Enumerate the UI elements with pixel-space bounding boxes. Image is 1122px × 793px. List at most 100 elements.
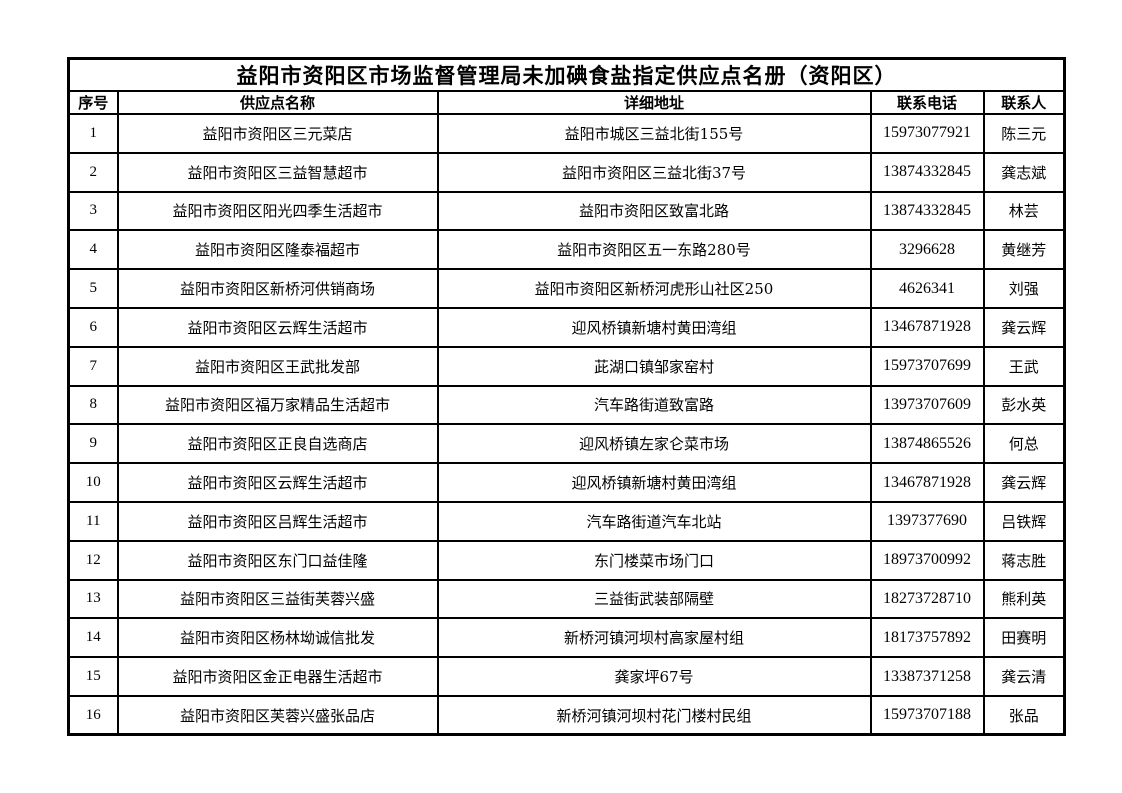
cell-contact: 彭水英 bbox=[982, 384, 1066, 426]
table-row: 7 益阳市资阳区王武批发部 茈湖口镇邹家窑村 15973707699 王武 bbox=[67, 345, 1066, 387]
cell-address: 迎风桥镇左家仑菜市场 bbox=[436, 423, 872, 465]
cell-serial-number: 13 bbox=[67, 578, 119, 620]
column-header: 详细地址 bbox=[436, 90, 872, 115]
table-row: 16 益阳市资阳区芙蓉兴盛张品店 新桥河镇河坝村花门楼村民组 159737071… bbox=[67, 694, 1066, 736]
cell-contact: 林芸 bbox=[982, 190, 1066, 232]
cell-supplier-name: 益阳市资阳区王武批发部 bbox=[116, 345, 439, 387]
cell-phone: 13387371258 bbox=[869, 656, 985, 697]
table-row: 10 益阳市资阳区云辉生活超市 迎风桥镇新塘村黄田湾组 13467871928 … bbox=[67, 462, 1066, 503]
cell-contact: 龚云清 bbox=[982, 656, 1066, 697]
cell-serial-number: 10 bbox=[67, 462, 119, 503]
cell-serial-number: 7 bbox=[67, 345, 119, 387]
cell-serial-number: 2 bbox=[67, 151, 119, 193]
cell-contact: 陈三元 bbox=[982, 113, 1066, 154]
cell-address: 新桥河镇河坝村花门楼村民组 bbox=[436, 694, 872, 736]
cell-supplier-name: 益阳市资阳区云辉生活超市 bbox=[116, 306, 439, 348]
cell-address: 益阳市资阳区致富北路 bbox=[436, 190, 872, 232]
title-row: 益阳市资阳区市场监督管理局未加碘食盐指定供应点名册（资阳区） bbox=[67, 57, 1066, 92]
table-row: 12 益阳市资阳区东门口益佳隆 东门楼菜市场门口 18973700992 蒋志胜 bbox=[67, 539, 1066, 581]
table-row: 4 益阳市资阳区隆泰福超市 益阳市资阳区五一东路280号 3296628 黄继芳 bbox=[67, 229, 1066, 271]
cell-contact: 黄继芳 bbox=[982, 229, 1066, 271]
cell-supplier-name: 益阳市资阳区云辉生活超市 bbox=[116, 462, 439, 503]
column-header-row: 序号 供应点名称 详细地址 联系电话 联系人 bbox=[67, 90, 1066, 115]
cell-contact: 张品 bbox=[982, 694, 1066, 736]
cell-serial-number: 1 bbox=[67, 113, 119, 154]
table-row: 1 益阳市资阳区三元菜店 益阳市城区三益北街155号 15973077921 陈… bbox=[67, 113, 1066, 154]
cell-supplier-name: 益阳市资阳区三益街芙蓉兴盛 bbox=[116, 578, 439, 620]
cell-supplier-name: 益阳市资阳区新桥河供销商场 bbox=[116, 268, 439, 309]
table-row: 5 益阳市资阳区新桥河供销商场 益阳市资阳区新桥河虎形山社区250 462634… bbox=[67, 268, 1066, 309]
cell-supplier-name: 益阳市资阳区正良自选商店 bbox=[116, 423, 439, 465]
cell-phone: 15973077921 bbox=[869, 113, 985, 154]
cell-address: 汽车路街道致富路 bbox=[436, 384, 872, 426]
cell-serial-number: 14 bbox=[67, 617, 119, 659]
cell-supplier-name: 益阳市资阳区杨林坳诚信批发 bbox=[116, 617, 439, 659]
cell-address: 东门楼菜市场门口 bbox=[436, 539, 872, 581]
cell-contact: 何总 bbox=[982, 423, 1066, 465]
cell-serial-number: 6 bbox=[67, 306, 119, 348]
cell-phone: 13467871928 bbox=[869, 462, 985, 503]
cell-address: 迎风桥镇新塘村黄田湾组 bbox=[436, 306, 872, 348]
cell-supplier-name: 益阳市资阳区福万家精品生活超市 bbox=[116, 384, 439, 426]
cell-serial-number: 5 bbox=[67, 268, 119, 309]
cell-phone: 15973707188 bbox=[869, 694, 985, 736]
cell-address: 汽车路街道汽车北站 bbox=[436, 500, 872, 542]
cell-supplier-name: 益阳市资阳区隆泰福超市 bbox=[116, 229, 439, 271]
cell-serial-number: 12 bbox=[67, 539, 119, 581]
cell-contact: 吕铁辉 bbox=[982, 500, 1066, 542]
cell-address: 益阳市资阳区新桥河虎形山社区250 bbox=[436, 268, 872, 309]
table-row: 9 益阳市资阳区正良自选商店 迎风桥镇左家仑菜市场 13874865526 何总 bbox=[67, 423, 1066, 465]
table-row: 8 益阳市资阳区福万家精品生活超市 汽车路街道致富路 13973707609 彭… bbox=[67, 384, 1066, 426]
cell-phone: 18273728710 bbox=[869, 578, 985, 620]
cell-contact: 熊利英 bbox=[982, 578, 1066, 620]
table-row: 2 益阳市资阳区三益智慧超市 益阳市资阳区三益北街37号 13874332845… bbox=[67, 151, 1066, 193]
cell-phone: 4626341 bbox=[869, 268, 985, 309]
cell-supplier-name: 益阳市资阳区芙蓉兴盛张品店 bbox=[116, 694, 439, 736]
cell-phone: 13467871928 bbox=[869, 306, 985, 348]
cell-supplier-name: 益阳市资阳区吕辉生活超市 bbox=[116, 500, 439, 542]
cell-contact: 龚云辉 bbox=[982, 306, 1066, 348]
cell-address: 茈湖口镇邹家窑村 bbox=[436, 345, 872, 387]
table-title: 益阳市资阳区市场监督管理局未加碘食盐指定供应点名册（资阳区） bbox=[67, 57, 1066, 92]
cell-phone: 18973700992 bbox=[869, 539, 985, 581]
cell-supplier-name: 益阳市资阳区三益智慧超市 bbox=[116, 151, 439, 193]
cell-serial-number: 15 bbox=[67, 656, 119, 697]
cell-phone: 3296628 bbox=[869, 229, 985, 271]
table-row: 14 益阳市资阳区杨林坳诚信批发 新桥河镇河坝村高家屋村组 1817375789… bbox=[67, 617, 1066, 659]
cell-serial-number: 9 bbox=[67, 423, 119, 465]
cell-address: 益阳市城区三益北街155号 bbox=[436, 113, 872, 154]
table-row: 3 益阳市资阳区阳光四季生活超市 益阳市资阳区致富北路 13874332845 … bbox=[67, 190, 1066, 232]
salt-supply-register-table: 益阳市资阳区市场监督管理局未加碘食盐指定供应点名册（资阳区） 序号 供应点名称 详细… bbox=[67, 57, 1067, 737]
column-header: 联系电话 bbox=[869, 90, 985, 115]
cell-supplier-name: 益阳市资阳区阳光四季生活超市 bbox=[116, 190, 439, 232]
cell-supplier-name: 益阳市资阳区东门口益佳隆 bbox=[116, 539, 439, 581]
cell-phone: 1397377690 bbox=[869, 500, 985, 542]
cell-contact: 刘强 bbox=[982, 268, 1066, 309]
cell-contact: 田赛明 bbox=[982, 617, 1066, 659]
cell-supplier-name: 益阳市资阳区三元菜店 bbox=[116, 113, 439, 154]
table-row: 6 益阳市资阳区云辉生活超市 迎风桥镇新塘村黄田湾组 13467871928 龚… bbox=[67, 306, 1066, 348]
cell-phone: 13874865526 bbox=[869, 423, 985, 465]
cell-supplier-name: 益阳市资阳区金正电器生活超市 bbox=[116, 656, 439, 697]
table-row: 11 益阳市资阳区吕辉生活超市 汽车路街道汽车北站 1397377690 吕铁辉 bbox=[67, 500, 1066, 542]
cell-phone: 13874332845 bbox=[869, 190, 985, 232]
cell-serial-number: 3 bbox=[67, 190, 119, 232]
cell-phone: 15973707699 bbox=[869, 345, 985, 387]
column-header: 序号 bbox=[67, 90, 119, 115]
cell-address: 龚家坪67号 bbox=[436, 656, 872, 697]
cell-phone: 13973707609 bbox=[869, 384, 985, 426]
cell-address: 迎风桥镇新塘村黄田湾组 bbox=[436, 462, 872, 503]
table-row: 13 益阳市资阳区三益街芙蓉兴盛 三益街武装部隔壁 18273728710 熊利… bbox=[67, 578, 1066, 620]
cell-contact: 龚志斌 bbox=[982, 151, 1066, 193]
cell-serial-number: 8 bbox=[67, 384, 119, 426]
cell-phone: 13874332845 bbox=[869, 151, 985, 193]
column-header: 供应点名称 bbox=[116, 90, 439, 115]
column-header: 联系人 bbox=[982, 90, 1066, 115]
cell-serial-number: 4 bbox=[67, 229, 119, 271]
cell-address: 益阳市资阳区五一东路280号 bbox=[436, 229, 872, 271]
cell-phone: 18173757892 bbox=[869, 617, 985, 659]
cell-contact: 蒋志胜 bbox=[982, 539, 1066, 581]
cell-address: 益阳市资阳区三益北街37号 bbox=[436, 151, 872, 193]
cell-serial-number: 16 bbox=[67, 694, 119, 736]
